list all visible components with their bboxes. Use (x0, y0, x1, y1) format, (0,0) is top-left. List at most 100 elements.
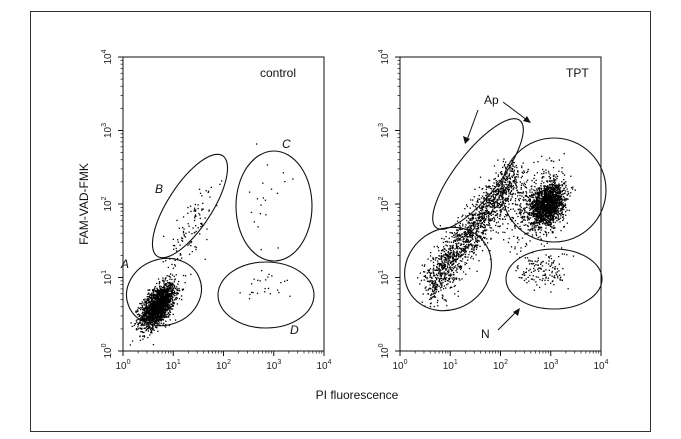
point-tpt-band (445, 261, 447, 264)
point-control-a (163, 286, 165, 288)
point-tpt-band (464, 245, 467, 247)
point-tpt-band (456, 233, 458, 235)
point-tpt-cluster (534, 212, 536, 214)
point-tpt-band (442, 250, 444, 252)
panel-label-control: control (260, 66, 296, 80)
point-tpt-band (447, 263, 449, 265)
point-control-a (157, 314, 159, 316)
point-control-a (156, 307, 158, 309)
point-tpt-band (490, 187, 492, 190)
point-control-a (158, 306, 160, 308)
point-tpt-cluster (548, 186, 551, 188)
point-tpt-band (434, 287, 437, 289)
point-tpt-cluster (564, 192, 566, 194)
point-tpt-cluster (560, 191, 562, 194)
point-tpt-band (487, 242, 489, 244)
point-tpt-band (424, 264, 426, 266)
point-tpt-band (506, 198, 508, 200)
point-tpt-band (486, 209, 489, 211)
point-control-a (153, 308, 156, 310)
point-tpt-band (502, 208, 504, 210)
point-tpt-band (461, 278, 463, 280)
point-tpt-cluster (541, 213, 543, 215)
point-tpt-band (475, 248, 478, 251)
point-tpt-cluster (543, 182, 545, 184)
point-tpt-band (458, 238, 461, 240)
point-tpt-band (435, 288, 437, 290)
point-tpt-band (440, 282, 442, 284)
point-control-a (168, 307, 170, 309)
point-tpt-band (508, 193, 510, 195)
point-tpt-cluster (572, 186, 574, 188)
point-control-a (159, 290, 162, 293)
point-tpt-band (454, 255, 456, 257)
point-control-d (278, 291, 280, 294)
point-tpt-band (484, 218, 486, 220)
point-tpt-band (499, 206, 501, 208)
point-control-a (172, 302, 174, 305)
point-tpt-cluster (532, 196, 534, 198)
point-tpt-cluster (528, 199, 530, 202)
point-tpt-band (430, 252, 432, 254)
point-tpt-cluster (550, 210, 552, 212)
point-control-d (249, 293, 251, 296)
point-tpt-band (441, 286, 443, 288)
point-tpt-cluster (563, 197, 566, 199)
point-tpt-cluster (532, 202, 534, 205)
gate-a (126, 257, 202, 327)
point-control-a (166, 298, 168, 301)
point-control-a (161, 297, 163, 299)
point-control-b (176, 219, 178, 222)
point-control-a (147, 330, 149, 332)
point-control-a (160, 296, 162, 298)
point-tpt-band (452, 267, 454, 270)
point-control-b (202, 202, 204, 204)
point-tpt-band (458, 255, 460, 258)
point-tpt-cluster (560, 195, 563, 198)
point-tpt-band (512, 185, 514, 187)
point-tpt-band (449, 275, 451, 277)
point-tpt-cluster (552, 221, 554, 223)
point-control-a (158, 311, 160, 313)
point-control-a (165, 293, 167, 295)
point-tpt-band (485, 219, 487, 221)
point-tpt-band (486, 202, 488, 204)
point-tpt-band (447, 271, 449, 273)
point-control-a (159, 324, 161, 326)
point-tpt-cluster (544, 197, 546, 199)
point-control-a (165, 294, 167, 296)
point-control-a (146, 321, 148, 323)
point-tpt-cluster (540, 221, 542, 223)
point-tpt-cluster (548, 183, 551, 186)
point-control-a (155, 305, 157, 307)
point-tpt-band (437, 272, 440, 275)
point-control-a (154, 310, 156, 312)
point-control-a (165, 292, 168, 294)
point-tpt-band (499, 188, 501, 191)
point-control-a (165, 299, 167, 302)
point-tpt-cluster (545, 205, 547, 208)
point-control-a (143, 302, 145, 304)
point-control-a (164, 297, 166, 299)
point-tpt-cluster (554, 194, 556, 196)
point-tpt-cluster (543, 202, 545, 204)
point-tpt-cluster (524, 233, 526, 235)
point-control-a (145, 316, 147, 319)
point-tpt-cluster (543, 217, 545, 220)
point-control-a (168, 313, 170, 315)
point-control-a (151, 315, 153, 317)
point-tpt-band (504, 166, 507, 168)
point-tpt-band (457, 236, 459, 238)
point-tpt-band (497, 206, 499, 208)
point-control-a (159, 310, 161, 312)
point-control-a (167, 307, 169, 309)
point-tpt-cluster (565, 206, 567, 209)
point-tpt-band (430, 302, 432, 304)
point-tpt-band (515, 183, 517, 185)
point-tpt-cluster (541, 191, 543, 193)
point-control-b (176, 258, 179, 260)
point-control-d (253, 278, 255, 280)
point-control-a (154, 314, 157, 316)
point-control-a (147, 293, 149, 295)
point-tpt-band (505, 161, 507, 163)
